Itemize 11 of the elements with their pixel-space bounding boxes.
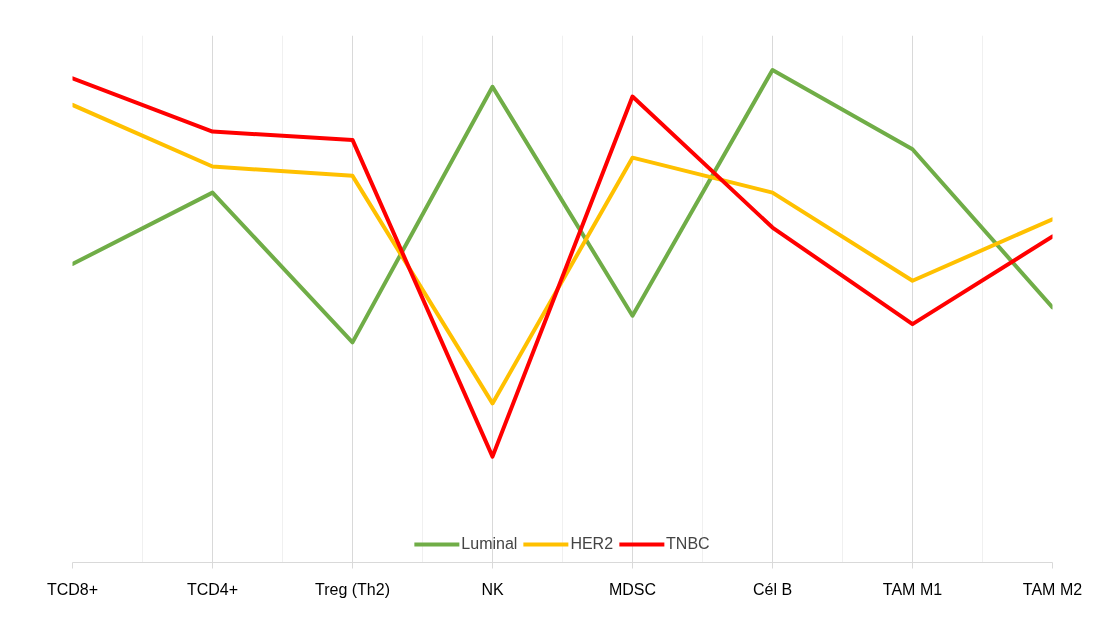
legend-label: Luminal [461,535,518,553]
x-tick-label: TAM M2 [1022,580,1083,598]
legend-label: HER2 [570,535,614,553]
x-tick-label: TCD4+ [186,580,239,598]
x-tick-label: NK [481,580,504,598]
x-tick-label: MDSC [608,580,657,598]
x-tick-label: Cél B [752,580,793,598]
x-tick-label: TAM M1 [882,580,943,598]
x-tick-label: TCD8+ [46,580,99,598]
legend-label: TNBC [666,535,710,553]
x-tick-label: Treg (Th2) [315,580,390,598]
